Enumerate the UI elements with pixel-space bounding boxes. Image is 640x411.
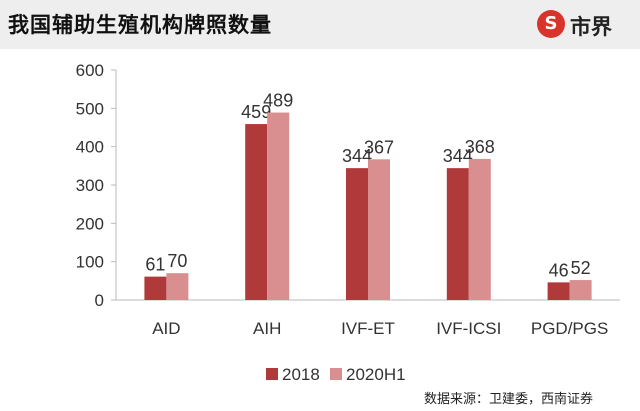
bar-2018-ivf-icsi — [446, 168, 469, 300]
y-tick-label: 0 — [95, 291, 104, 310]
data-label: 52 — [571, 258, 591, 278]
x-category-label: AIH — [253, 319, 281, 338]
source-note: 数据来源：卫建委，西南证券 — [424, 392, 594, 407]
x-category-label: IVF-ICSI — [436, 319, 501, 338]
legend-label: 2018 — [282, 365, 320, 384]
data-label: 46 — [549, 260, 569, 280]
y-tick-label: 400 — [76, 138, 104, 157]
bar-2018-ivf-et — [346, 168, 368, 300]
x-category-label: IVF-ET — [341, 319, 395, 338]
y-tick-label: 100 — [76, 253, 104, 272]
y-tick-label: 600 — [76, 61, 104, 80]
bar-2020h1-ivf-icsi — [468, 158, 491, 300]
bar-2018-pgd-pgs — [547, 282, 570, 300]
bar-2020h1-pgd-pgs — [569, 280, 592, 300]
y-tick-label: 500 — [76, 99, 104, 118]
legend-swatch — [266, 368, 278, 380]
x-category-label: PGD/PGS — [531, 319, 608, 338]
logo-text: 市界 — [570, 15, 612, 39]
y-tick-label: 200 — [76, 214, 104, 233]
data-label: 368 — [465, 137, 495, 157]
bar-2018-aih — [245, 124, 268, 300]
y-tick-label: 300 — [76, 176, 104, 195]
brand-logo: S 市界 — [537, 10, 637, 40]
legend-label: 2020H1 — [346, 365, 406, 384]
logo-icon: S — [537, 10, 565, 38]
bar-2018-aid — [144, 276, 167, 300]
bar-2020h1-ivf-et — [368, 159, 390, 300]
bar-2020h1-aid — [166, 273, 189, 300]
data-label: 344 — [443, 146, 473, 166]
data-label: 61 — [145, 255, 165, 275]
page-title: 我国辅助生殖机构牌照数量 — [8, 13, 272, 37]
x-category-label: AID — [152, 319, 180, 338]
data-label: 459 — [241, 102, 271, 122]
logo-mark: S — [544, 13, 558, 34]
data-label: 344 — [342, 146, 372, 166]
data-label: 367 — [364, 137, 394, 157]
data-label: 70 — [167, 251, 187, 271]
legend-swatch — [330, 368, 342, 380]
header-bar: 我国辅助生殖机构牌照数量 S 市界 — [0, 0, 640, 49]
bar-2020h1-aih — [267, 112, 290, 300]
data-label: 489 — [263, 91, 293, 111]
